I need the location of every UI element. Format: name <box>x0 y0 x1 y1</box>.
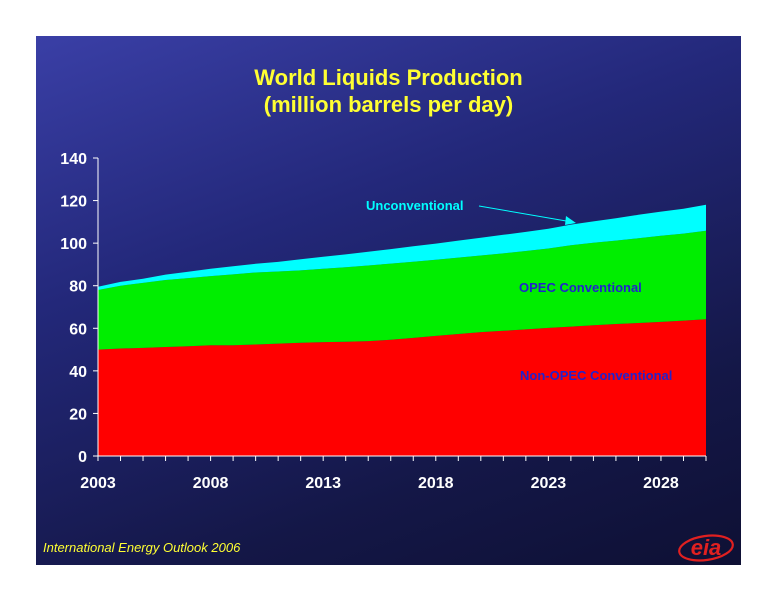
area-series-group <box>98 204 706 456</box>
y-tick-label: 20 <box>69 406 87 423</box>
annotation-arrow-line <box>478 205 573 223</box>
y-tick-label: 100 <box>60 236 87 253</box>
y-tick-label: 140 <box>60 151 87 168</box>
annotations-group: Unconventional OPEC Conventional Non-OPEC … <box>366 198 672 383</box>
area-non-opec-conventional <box>98 319 706 456</box>
eia-logo: eia <box>678 534 734 562</box>
chart-plot: 0 20 40 60 80 100 120 140 2003 2008 2013 2018 2023 20… <box>60 151 707 492</box>
slide: World Liquids Production (million barrel… <box>36 36 741 565</box>
eia-logo-text: eia <box>691 535 722 560</box>
annotation-non-opec-conventional: Non-OPEC Conventional <box>520 368 672 383</box>
x-tick-label: 2003 <box>80 475 116 492</box>
area-unconventional <box>98 204 706 290</box>
y-tick-label: 40 <box>69 364 87 381</box>
x-tick-label: 2023 <box>531 475 567 492</box>
y-tick-label: 80 <box>69 279 87 296</box>
y-tick-label: 0 <box>78 449 87 466</box>
area-opec-conventional <box>98 230 706 350</box>
chart-title-line-2: (million barrels per day) <box>263 92 514 117</box>
x-tick-label: 2013 <box>305 475 341 492</box>
annotation-arrowhead <box>565 216 576 225</box>
annotation-opec-conventional: OPEC Conventional <box>519 280 642 295</box>
chart-title-line-1: World Liquids Production <box>254 65 523 90</box>
x-tick-label: 2028 <box>643 475 679 492</box>
chart-axes: 0 20 40 60 80 100 120 140 2003 2008 2013 2018 2023 20… <box>60 151 707 492</box>
chart-title: World Liquids Production (million barrel… <box>36 64 741 118</box>
x-tick-label: 2008 <box>193 475 229 492</box>
annotation-unconventional: Unconventional <box>366 198 464 213</box>
source-note: International Energy Outlook 2006 <box>43 540 241 555</box>
x-tick-label: 2018 <box>418 475 454 492</box>
y-tick-label: 60 <box>69 321 87 338</box>
y-tick-label: 120 <box>60 194 87 211</box>
